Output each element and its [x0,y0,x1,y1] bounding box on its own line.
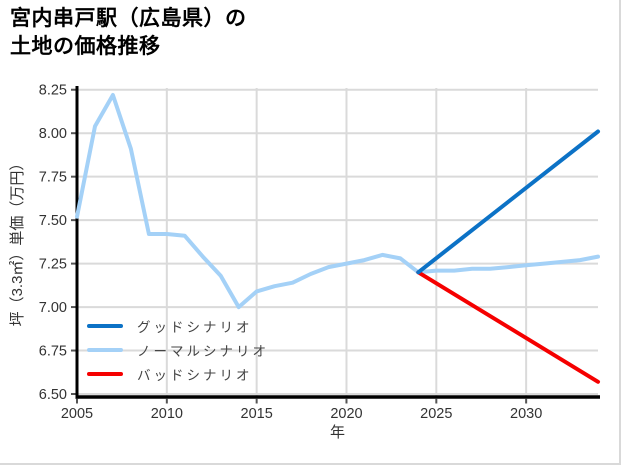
x-tick-label: 2020 [330,406,362,422]
legend-label-good: グッドシナリオ [137,320,253,335]
x-tick-label: 2030 [510,406,542,422]
normal-scenario-line-icon [87,348,123,352]
series-line-normal [75,93,600,310]
x-axis-title: 年 [330,424,345,441]
chart-title: 宮内串戸駅（広島県）の 土地の価格推移 [10,5,247,61]
good-scenario-line-icon [87,324,123,328]
chart-legend: グッドシナリオ ノーマルシナリオ バッドシナリオ [87,314,269,386]
legend-item-normal-scenario: ノーマルシナリオ [87,338,269,362]
bad-scenario-line-icon [87,372,123,376]
chart-title-line1: 宮内串戸駅（広島県）の [10,7,247,30]
y-tick-label: 7.25 [39,257,67,273]
x-tick-label: 2025 [420,406,452,422]
series-line-good [416,129,600,275]
grid-lines [76,88,598,397]
x-tick-label: 2010 [151,406,183,422]
legend-item-good-scenario: グッドシナリオ [87,314,269,338]
legend-label-normal: ノーマルシナリオ [137,344,269,359]
y-tick-label: 6.75 [39,344,67,360]
y-tick-label: 6.50 [39,387,67,403]
series-line-bad [416,270,600,384]
y-tick-label: 7.50 [39,213,67,229]
y-tick-label: 7.00 [39,300,67,316]
x-tick-label: 2005 [61,406,93,422]
tick-labels: 6.50 6.75 7.00 7.25 7.50 7.75 8.00 8.25 2005 2010… [39,83,543,422]
legend-label-bad: バッドシナリオ [137,368,253,383]
x-tick-label: 2015 [241,406,273,422]
y-axis-title: 坪（3.3㎡）単価（万円） [9,156,26,327]
y-tick-label: 8.00 [39,126,67,142]
chart-title-line2: 土地の価格推移 [10,35,161,58]
legend-item-bad-scenario: バッドシナリオ [87,362,269,386]
y-tick-label: 8.25 [39,83,67,99]
axes [71,86,600,404]
y-tick-label: 7.75 [39,170,67,186]
